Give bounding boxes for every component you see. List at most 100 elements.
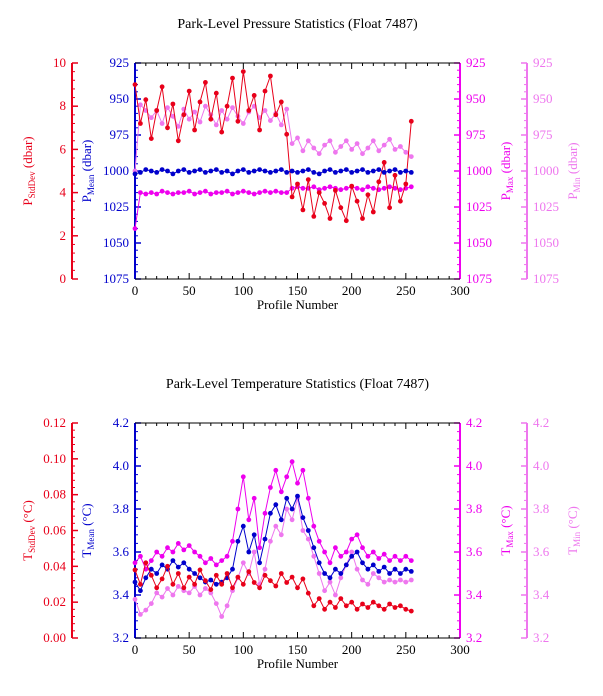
pressure-chart: Park-Level Pressure Statistics (Float 74… bbox=[20, 17, 582, 312]
mean-point bbox=[257, 167, 262, 173]
min-point bbox=[159, 121, 165, 126]
stddev-point bbox=[138, 121, 143, 126]
stddev-point bbox=[192, 127, 198, 133]
mean-point bbox=[295, 493, 300, 499]
max-point bbox=[268, 485, 273, 490]
max-y-axis-label: TMax (°C) bbox=[498, 505, 515, 555]
max-point bbox=[246, 517, 252, 523]
min-point bbox=[197, 119, 203, 125]
min-point bbox=[224, 116, 230, 122]
mean-point bbox=[273, 168, 279, 174]
min-point bbox=[230, 105, 235, 110]
mean-point bbox=[349, 170, 355, 175]
mean-point bbox=[354, 168, 360, 174]
max-point bbox=[203, 560, 208, 566]
stddev-point bbox=[257, 127, 262, 133]
stddev-point bbox=[213, 572, 219, 578]
max-point bbox=[262, 188, 268, 194]
min-point bbox=[338, 144, 344, 149]
stddev-point bbox=[240, 581, 246, 587]
stddev-point bbox=[165, 125, 170, 131]
mean-point bbox=[230, 566, 235, 572]
mean-y-axis-label: TMean (°C) bbox=[79, 503, 96, 557]
max-point bbox=[289, 459, 295, 465]
max-y-tick-label: 1075 bbox=[466, 271, 492, 286]
mean-point bbox=[230, 171, 235, 177]
max-series bbox=[132, 184, 414, 232]
stddev-point bbox=[354, 606, 360, 612]
x-tick-label: 50 bbox=[183, 642, 196, 657]
max-point bbox=[148, 190, 154, 196]
min-point bbox=[333, 592, 338, 598]
mean-point bbox=[170, 558, 176, 563]
max-y-tick-label: 4.2 bbox=[466, 415, 482, 430]
min-point bbox=[322, 142, 327, 148]
mean-point bbox=[338, 168, 344, 174]
max-point bbox=[165, 545, 170, 551]
max-point bbox=[208, 191, 214, 197]
min-point bbox=[273, 523, 279, 529]
max-point bbox=[322, 549, 327, 555]
min-point bbox=[192, 109, 198, 115]
mean-point bbox=[398, 170, 403, 175]
min-point bbox=[224, 603, 230, 609]
mean-y-tick-label: 3.2 bbox=[113, 630, 129, 645]
mean-y-tick-label: 3.4 bbox=[113, 587, 130, 602]
mean-point bbox=[159, 167, 165, 173]
mean-point bbox=[408, 569, 414, 574]
stddev-point bbox=[262, 572, 268, 578]
min-point bbox=[138, 612, 143, 617]
stddev-point bbox=[246, 108, 252, 113]
mean-point bbox=[333, 170, 338, 175]
mean-point bbox=[349, 553, 355, 559]
min-series-line bbox=[134, 498, 412, 618]
mean-point bbox=[273, 502, 279, 508]
x-tick-label: 0 bbox=[132, 642, 139, 657]
min-series-line bbox=[134, 103, 412, 172]
mean-point bbox=[235, 538, 241, 544]
stddev-point bbox=[181, 585, 187, 591]
mean-point bbox=[213, 581, 219, 587]
stddev-point bbox=[159, 84, 165, 90]
max-point bbox=[338, 553, 344, 559]
stddev-point bbox=[132, 82, 138, 87]
max-y-tick-label: 975 bbox=[466, 127, 486, 142]
max-point bbox=[132, 560, 138, 566]
stddev-point bbox=[143, 97, 149, 103]
mean-point bbox=[268, 170, 273, 175]
min-y-tick-label: 3.4 bbox=[533, 587, 550, 602]
mean-point bbox=[203, 170, 208, 175]
max-point bbox=[197, 553, 203, 559]
max-point bbox=[370, 549, 376, 555]
mean-point bbox=[170, 171, 176, 177]
mean-point bbox=[148, 168, 154, 174]
stddev-point bbox=[246, 569, 252, 575]
min-point bbox=[165, 586, 170, 591]
stddev-point bbox=[349, 599, 355, 605]
stddev-point bbox=[159, 576, 165, 582]
max-point bbox=[257, 190, 262, 196]
mean-point bbox=[219, 170, 225, 175]
min-y-axis-label: PMin (dbar) bbox=[565, 142, 582, 199]
stddev-point bbox=[175, 138, 181, 144]
mean-point bbox=[327, 575, 333, 581]
mean-point bbox=[213, 167, 219, 173]
mean-point bbox=[333, 566, 338, 572]
min-point bbox=[278, 532, 284, 538]
max-point bbox=[208, 556, 214, 561]
stddev-point bbox=[138, 581, 143, 587]
mean-point bbox=[192, 571, 198, 576]
stddev-point bbox=[300, 576, 306, 582]
min-point bbox=[354, 141, 360, 147]
min-point bbox=[154, 590, 160, 596]
stddev-point bbox=[289, 574, 295, 580]
x-axis-label: Profile Number bbox=[257, 297, 339, 312]
min-point bbox=[370, 571, 376, 576]
stddev-point bbox=[165, 563, 170, 569]
max-y-tick-label: 1050 bbox=[466, 235, 492, 250]
stddev-y-tick-label: 8 bbox=[60, 98, 67, 113]
min-point bbox=[138, 102, 143, 108]
max-point bbox=[154, 549, 160, 555]
stddev-point bbox=[333, 188, 338, 193]
max-y-tick-label: 3.2 bbox=[466, 630, 482, 645]
